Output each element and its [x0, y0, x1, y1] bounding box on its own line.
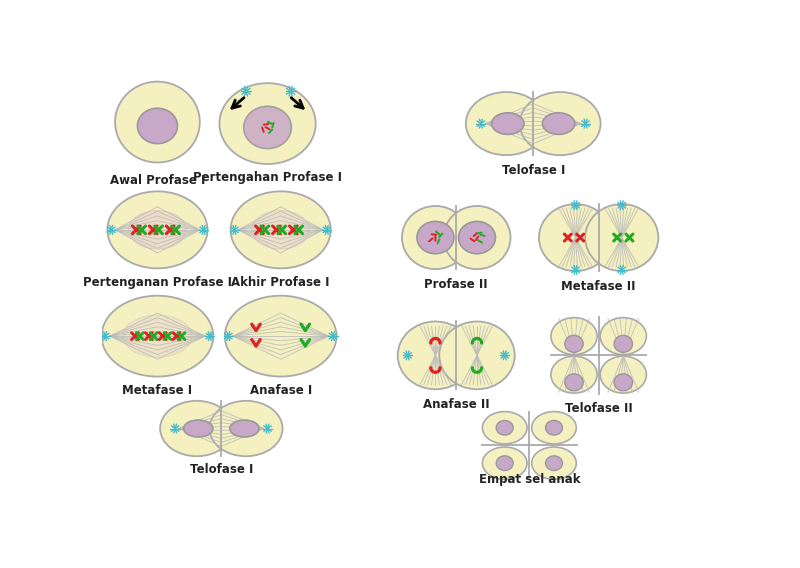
Ellipse shape — [532, 447, 576, 479]
Text: Metafase I: Metafase I — [122, 384, 193, 397]
Ellipse shape — [614, 374, 633, 391]
Ellipse shape — [225, 296, 337, 377]
Ellipse shape — [532, 412, 576, 444]
Text: Pertengahan Profase I: Pertengahan Profase I — [193, 172, 342, 185]
Ellipse shape — [184, 420, 213, 437]
Ellipse shape — [244, 106, 291, 149]
Ellipse shape — [585, 204, 658, 271]
Ellipse shape — [600, 318, 646, 354]
Ellipse shape — [492, 113, 524, 135]
Text: Telofase I: Telofase I — [190, 463, 253, 476]
Ellipse shape — [402, 206, 469, 269]
Ellipse shape — [520, 92, 601, 155]
Text: Akhir Profase I: Akhir Profase I — [231, 276, 330, 289]
Ellipse shape — [466, 92, 546, 155]
Ellipse shape — [122, 315, 192, 357]
Text: Telofase I: Telofase I — [502, 164, 565, 177]
Ellipse shape — [546, 456, 562, 470]
Ellipse shape — [252, 211, 310, 249]
Ellipse shape — [565, 374, 583, 391]
Ellipse shape — [439, 321, 514, 389]
Ellipse shape — [482, 447, 527, 479]
Ellipse shape — [542, 113, 574, 135]
Ellipse shape — [107, 191, 207, 268]
Ellipse shape — [482, 412, 527, 444]
Ellipse shape — [551, 356, 597, 393]
Ellipse shape — [551, 318, 597, 354]
Ellipse shape — [102, 296, 214, 377]
Ellipse shape — [115, 82, 200, 162]
Ellipse shape — [138, 108, 178, 144]
Text: Metafase II: Metafase II — [562, 280, 636, 293]
Text: Pertenganan Profase I: Pertenganan Profase I — [83, 276, 232, 289]
Ellipse shape — [160, 401, 234, 456]
Text: Empat sel anak: Empat sel anak — [478, 473, 580, 486]
Ellipse shape — [458, 222, 495, 254]
Ellipse shape — [565, 335, 583, 352]
Text: Profase II: Profase II — [424, 278, 488, 291]
Text: Anafase II: Anafase II — [423, 398, 490, 411]
Ellipse shape — [230, 420, 259, 437]
Ellipse shape — [614, 335, 633, 352]
Ellipse shape — [210, 401, 282, 456]
Ellipse shape — [539, 204, 612, 271]
Ellipse shape — [546, 420, 562, 435]
Text: Telofase II: Telofase II — [565, 402, 633, 415]
Ellipse shape — [230, 191, 330, 268]
Ellipse shape — [443, 206, 510, 269]
Ellipse shape — [219, 83, 316, 164]
Ellipse shape — [496, 420, 513, 435]
Text: Awal Profase I: Awal Profase I — [110, 174, 205, 187]
Ellipse shape — [398, 321, 473, 389]
Text: Anafase I: Anafase I — [250, 384, 312, 397]
Ellipse shape — [417, 222, 454, 254]
Ellipse shape — [129, 211, 186, 249]
Ellipse shape — [600, 356, 646, 393]
Ellipse shape — [496, 456, 513, 470]
